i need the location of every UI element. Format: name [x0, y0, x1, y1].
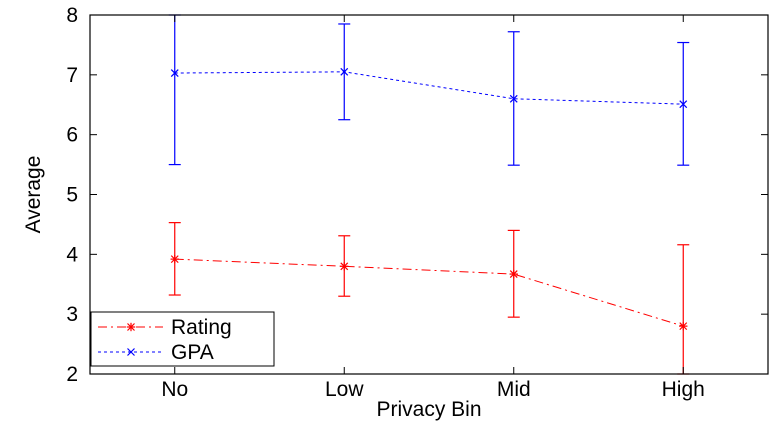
legend-item-rating: Rating [98, 316, 232, 339]
gpa-data-point [170, 69, 179, 77]
x-tick-label: High [662, 378, 705, 401]
legend-box [90, 311, 275, 367]
x-tick-labels: No Low Mid High [161, 378, 705, 401]
gpa-data-point [679, 100, 688, 109]
legend-marker-gpa [127, 348, 135, 356]
series-lines [174, 71, 684, 327]
y-tick-label: 7 [66, 64, 78, 87]
y-tick-label: 8 [66, 4, 78, 27]
legend-marker-rating [126, 322, 136, 332]
rating-data-point [509, 269, 518, 279]
rating-data-point [340, 262, 349, 271]
rating-series-line [174, 258, 684, 327]
x-tick-label: Mid [497, 378, 531, 401]
x-tick-label: Low [325, 378, 364, 401]
legend-label-rating: Rating [171, 316, 232, 339]
gpa-error-bar [168, 14, 181, 166]
y-axis-title: Average [22, 156, 45, 234]
rating-error-bar [677, 244, 690, 375]
y-tick-label: 4 [66, 243, 78, 266]
y-tick-labels: 2 3 4 5 6 7 8 [66, 4, 78, 386]
y-tick-label: 3 [66, 303, 78, 326]
legend-item-gpa: GPA [98, 341, 214, 364]
rating-data-point [679, 321, 688, 331]
axis-ticks [90, 14, 768, 375]
x-axis-title: Privacy Bin [376, 398, 481, 421]
gpa-data-point [340, 67, 349, 76]
gpa-data-point [509, 94, 518, 103]
y-tick-label: 6 [66, 124, 78, 147]
series-markers [170, 67, 688, 331]
gpa-series-line [174, 71, 684, 105]
legend-label-gpa: GPA [171, 341, 214, 364]
y-tick-label: 5 [66, 184, 78, 207]
rating-data-point [170, 254, 179, 264]
x-tick-label: No [161, 378, 188, 401]
y-tick-label: 2 [66, 363, 78, 386]
